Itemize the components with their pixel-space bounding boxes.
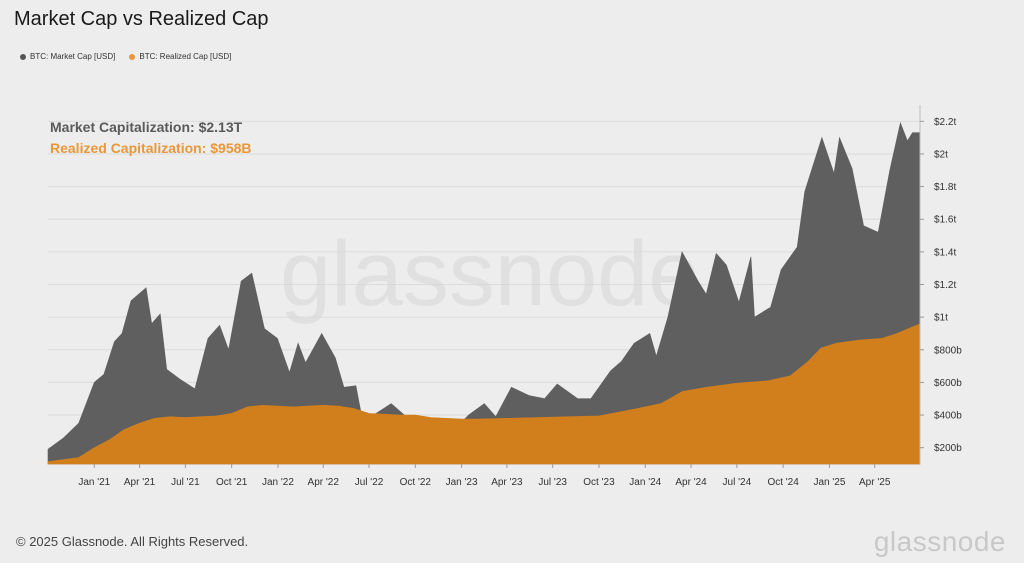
x-tick-label: Jul '21	[171, 477, 200, 488]
legend-item-realized-cap[interactable]: BTC: Realized Cap [USD]	[129, 52, 231, 61]
y-tick-label: $1.4t	[934, 247, 956, 258]
x-tick-label: Jul '22	[355, 477, 384, 488]
x-tick-label: Oct '22	[400, 477, 432, 488]
legend-label-realized-cap: BTC: Realized Cap [USD]	[139, 52, 232, 61]
realized-cap-annotation: Realized Capitalization: $958B	[50, 140, 252, 156]
realized-cap-area	[47, 323, 921, 465]
y-tick-label: $1.2t	[934, 280, 956, 291]
market-cap-annotation: Market Capitalization: $2.13T	[50, 119, 243, 135]
legend-swatch-realized-cap	[129, 53, 136, 60]
y-axis-ticks: $200b $400b $600b $800b $1t $1.2t $1.4t $1.6t $1…	[920, 117, 962, 454]
brand-logo: glassnode	[873, 526, 1006, 557]
watermark: glassnode	[280, 223, 699, 325]
x-tick-label: Jul '23	[538, 477, 567, 488]
series-areas	[47, 121, 921, 465]
page-title: Market Cap vs Realized Cap	[14, 8, 269, 30]
x-axis-ticks: Jan '21 Apr '21 Jul '21 Oct '21 Jan '22 Apr '…	[78, 464, 891, 488]
legend-swatch-market-cap	[20, 53, 26, 60]
x-tick-label: Apr '24	[675, 477, 707, 488]
x-tick-label: Oct '23	[583, 477, 615, 488]
chart-area: glassnode $200b $400b $600b $800b $1t $1.2t $1…	[47, 105, 962, 488]
copyright-footer: © 2025 Glassnode. All Rights Reserved.	[16, 534, 249, 549]
x-tick-label: Jan '21	[78, 477, 110, 488]
y-tick-label: $2t	[934, 149, 948, 160]
x-tick-label: Apr '23	[491, 477, 523, 488]
legend: BTC: Market Cap [USD] BTC: Realized Cap …	[20, 52, 231, 61]
market-cap-area	[47, 121, 921, 465]
x-tick-label: Apr '22	[308, 477, 340, 488]
y-tick-label: $600b	[934, 378, 962, 389]
x-tick-label: Oct '24	[767, 477, 799, 488]
y-tick-label: $800b	[934, 345, 962, 356]
x-tick-label: Jan '23	[446, 477, 478, 488]
y-tick-label: $2.2t	[934, 117, 956, 128]
y-tick-label: $1.6t	[934, 215, 956, 226]
y-tick-label: $1t	[934, 313, 948, 324]
x-tick-label: Apr '21	[124, 477, 156, 488]
y-tick-label: $1.8t	[934, 182, 956, 193]
legend-item-market-cap[interactable]: BTC: Market Cap [USD]	[20, 52, 115, 61]
y-tick-label: $400b	[934, 411, 962, 422]
y-tick-label: $200b	[934, 443, 962, 454]
x-tick-label: Oct '21	[216, 477, 248, 488]
x-tick-label: Jul '24	[723, 477, 752, 488]
x-tick-label: Apr '25	[859, 477, 891, 488]
x-tick-label: Jan '24	[629, 477, 661, 488]
legend-label-market-cap: BTC: Market Cap [USD]	[30, 52, 116, 61]
x-tick-label: Jan '25	[813, 477, 845, 488]
x-tick-label: Jan '22	[262, 477, 294, 488]
